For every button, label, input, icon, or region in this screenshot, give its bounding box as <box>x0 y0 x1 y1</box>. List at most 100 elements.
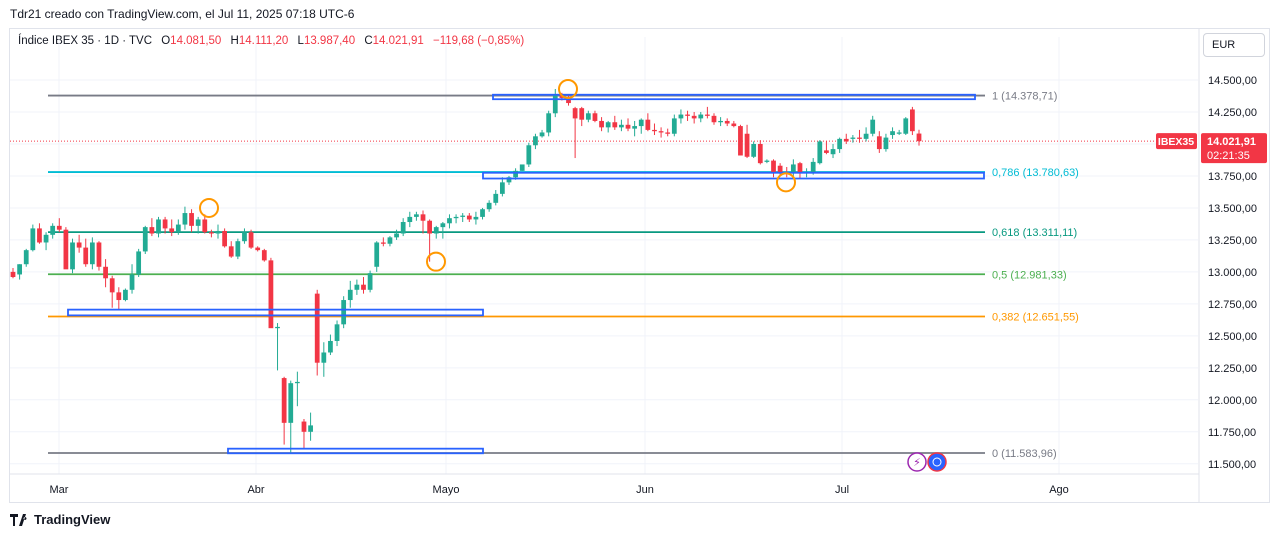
candle-body <box>169 228 175 233</box>
candle-body <box>23 250 29 265</box>
candle-body <box>288 383 294 423</box>
candle-body <box>156 219 161 234</box>
time-tick-label: Mayo <box>433 484 460 496</box>
lightning-icon: ⚡ <box>913 456 921 469</box>
close-value: 14.021,91 <box>372 35 424 47</box>
candle-body <box>632 126 638 129</box>
candle-body <box>374 242 380 267</box>
last-price-tag <box>1201 133 1267 164</box>
candle-body <box>817 141 823 164</box>
candle-body <box>486 202 492 210</box>
candle-body <box>43 234 49 243</box>
candle-body <box>513 170 518 178</box>
time-tick-label: Jun <box>636 484 654 496</box>
candle-body <box>612 122 618 128</box>
candle-body <box>850 137 856 139</box>
candle-body <box>83 247 89 265</box>
candle-body <box>658 131 664 133</box>
candle-body <box>903 118 909 134</box>
symbol-name[interactable]: Índice IBEX 35 · 1D · TVC <box>18 35 153 47</box>
candle-body <box>367 273 373 290</box>
candle-body <box>625 124 631 129</box>
candle-body <box>566 97 571 104</box>
candle-body <box>790 164 796 174</box>
symbol-tag <box>1156 133 1197 150</box>
candle-body <box>400 222 406 234</box>
candle-body <box>294 381 300 384</box>
high-value: 14.111,20 <box>238 35 289 47</box>
candle-body <box>215 230 221 234</box>
candle-body <box>619 124 624 128</box>
candle-body <box>109 278 115 293</box>
candle-body <box>10 271 16 278</box>
candle-body <box>605 122 611 128</box>
price-tick-label: 11.750,00 <box>1208 427 1256 439</box>
candle-body <box>751 143 757 157</box>
candle-body <box>76 242 82 248</box>
candle-body <box>447 218 452 224</box>
candle-body <box>890 131 895 136</box>
candle-body <box>493 193 499 203</box>
candle-body <box>17 264 22 275</box>
candle-body <box>863 133 869 139</box>
price-tick-label: 13.750,00 <box>1208 171 1257 183</box>
candle-body <box>665 132 671 134</box>
candle-body <box>308 425 313 432</box>
price-tick-label: 12.500,00 <box>1208 331 1257 343</box>
price-tick-label: 14.250,00 <box>1208 107 1257 119</box>
support-box-0 <box>227 447 484 455</box>
candle-body <box>50 225 56 235</box>
candle-body <box>56 225 62 230</box>
low-label: L <box>297 35 304 47</box>
candle-body <box>539 132 545 137</box>
candle-body <box>162 219 168 229</box>
candle-body <box>678 114 684 119</box>
candle-body <box>837 138 843 150</box>
peak-circle <box>558 78 578 99</box>
candle-body <box>552 95 558 114</box>
candle-body <box>347 289 353 301</box>
candle-body <box>440 223 446 228</box>
candle-body <box>460 215 466 217</box>
candle-body <box>142 227 148 252</box>
candle-body <box>202 219 208 233</box>
candle-body <box>473 216 479 220</box>
candle-body <box>824 150 829 153</box>
candle-body <box>876 136 882 150</box>
candle-body <box>268 260 274 329</box>
symbol-tag-label: IBEX35 <box>1158 136 1194 148</box>
candle-body <box>652 129 657 132</box>
candle-body <box>896 132 902 134</box>
candle-body <box>116 292 122 301</box>
candle-body <box>387 237 393 244</box>
candle-body <box>182 213 188 225</box>
candle-body <box>37 228 42 243</box>
candle-body <box>89 242 95 265</box>
candle-body <box>724 120 730 124</box>
candle-body <box>698 114 704 119</box>
candle-body <box>797 163 803 174</box>
candle-body <box>70 242 75 270</box>
time-tick-label: Jul <box>835 484 849 496</box>
candle-body <box>380 242 386 244</box>
fib-label-fib_0786: 0,786 (13.780,63) <box>992 167 1079 179</box>
tradingview-brand: TradingView <box>10 512 110 527</box>
candle-body <box>691 115 697 119</box>
bar-countdown: 02:21:35 <box>1207 150 1250 162</box>
candle-body <box>731 123 737 127</box>
candle-body <box>334 324 340 341</box>
candle-body <box>499 182 505 194</box>
price-tick-label: 13.250,00 <box>1208 235 1257 247</box>
candle-body <box>314 293 320 363</box>
fib-label-fib_1: 1 (14.378,71) <box>992 91 1057 103</box>
low-value: 13.987,40 <box>303 35 356 47</box>
candle-body <box>209 232 214 234</box>
candle-body <box>103 266 108 279</box>
chart-caption: Tdr21 creado con TradingView.com, el Jul… <box>10 7 355 21</box>
currency-selector[interactable]: EUR <box>1203 33 1265 57</box>
candle-body <box>328 340 333 353</box>
candle-body <box>533 136 538 146</box>
candle-body <box>506 177 512 183</box>
retest-circle <box>776 172 796 193</box>
